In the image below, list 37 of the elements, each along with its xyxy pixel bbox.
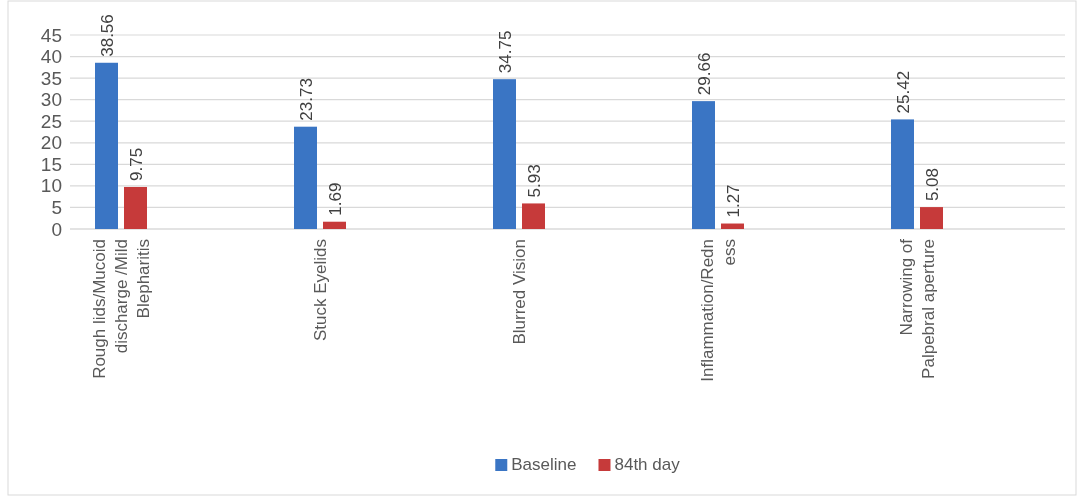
data-label: 34.75 — [495, 30, 515, 74]
data-label: 9.75 — [126, 147, 146, 181]
y-tick-label: 5 — [51, 197, 62, 219]
y-tick-label: 45 — [40, 24, 62, 46]
x-tick-label: Inflammation/Redness — [698, 239, 739, 382]
bar — [323, 221, 346, 229]
x-tick-label: Blurred Vision — [510, 239, 529, 345]
y-tick-label: 35 — [40, 67, 62, 89]
bar — [294, 126, 317, 229]
y-tick-label: 0 — [51, 218, 62, 240]
data-label: 5.93 — [524, 164, 544, 198]
y-tick-label: 15 — [40, 153, 62, 175]
legend-label: 84th day — [614, 455, 681, 474]
y-tick-label: 40 — [40, 46, 62, 68]
bar — [891, 119, 914, 229]
x-tick-label: Rough lids/Mucoid discharge /Mild Blepharitis — [90, 239, 153, 379]
bar — [124, 186, 147, 229]
y-tick-label: 20 — [40, 132, 62, 154]
data-label: 1.27 — [723, 184, 743, 218]
y-tick-label: 10 — [40, 175, 62, 197]
data-label: 5.08 — [922, 168, 942, 202]
y-tick-label: 30 — [40, 89, 62, 111]
x-tick-label: Narrowing of Palpebral aperture — [897, 238, 938, 379]
bar — [692, 101, 715, 229]
legend-label: Baseline — [511, 455, 577, 474]
data-label: 29.66 — [694, 52, 714, 96]
bar — [493, 79, 516, 229]
bar — [95, 62, 118, 229]
data-label: 23.73 — [296, 78, 316, 121]
data-label: 1.69 — [325, 182, 345, 216]
x-tick-label: Stuck Eyelids — [311, 239, 330, 342]
y-tick-label: 25 — [40, 110, 62, 132]
bar — [522, 203, 545, 229]
data-label: 38.56 — [97, 14, 117, 57]
bar — [920, 207, 943, 229]
bar — [721, 223, 744, 229]
data-label: 25.42 — [893, 70, 913, 114]
